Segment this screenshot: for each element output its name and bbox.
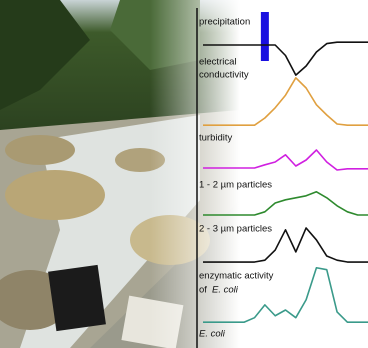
series-label: 2 - 3 µm particles [199, 224, 272, 235]
series-label: conductivity [199, 70, 249, 81]
series-label: E. coli [199, 329, 226, 340]
series-label: 1 - 2 µm particles [199, 180, 272, 191]
series-label: precipitation [199, 17, 250, 28]
series-label: turbidity [199, 133, 233, 144]
series-label: of [199, 285, 207, 296]
bar [261, 12, 269, 61]
photo [0, 0, 240, 348]
series-label: enzymatic activity [199, 271, 274, 282]
series-label: E. coli [212, 285, 239, 296]
series-label: electrical [199, 57, 237, 68]
figure: precipitation electrical conductivity turbi… [0, 0, 368, 348]
